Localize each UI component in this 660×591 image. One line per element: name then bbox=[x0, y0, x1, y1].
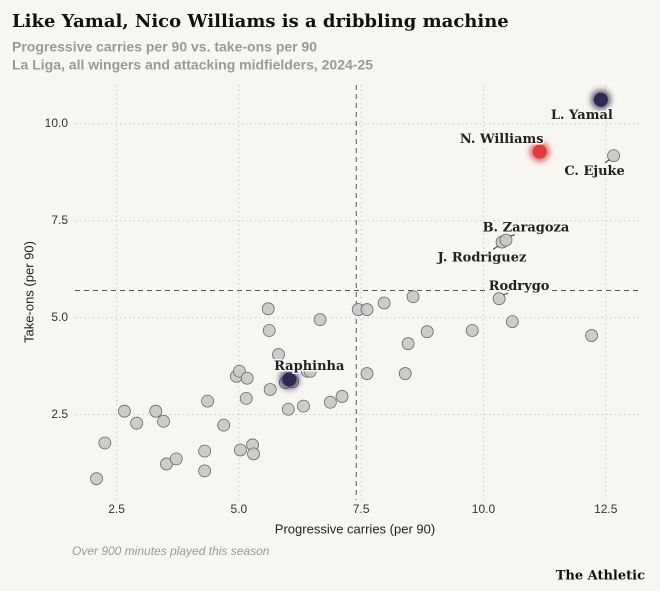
y-tick-label: 7.5 bbox=[51, 213, 68, 227]
subtitle: La Liga, all wingers and attacking midfi… bbox=[12, 57, 373, 73]
y-tick-label: 10.0 bbox=[45, 116, 69, 130]
point-label: C. Ejuke bbox=[564, 164, 625, 179]
point bbox=[281, 402, 295, 416]
leader-line bbox=[604, 159, 610, 164]
point bbox=[303, 364, 317, 378]
point bbox=[130, 416, 144, 430]
point bbox=[98, 436, 112, 450]
point bbox=[240, 371, 254, 385]
highlight-point bbox=[532, 144, 547, 159]
point-label: Raphinha bbox=[274, 359, 345, 374]
point bbox=[335, 390, 349, 403]
x-axis-title: Progressive carries (per 90) bbox=[275, 521, 435, 536]
subtitle: Progressive carries per 90 vs. take-ons … bbox=[12, 39, 317, 55]
point bbox=[118, 404, 131, 418]
point bbox=[198, 444, 212, 458]
point-label: L. Yamal bbox=[551, 108, 613, 123]
point bbox=[149, 404, 163, 418]
point bbox=[398, 367, 412, 380]
y-axis-title: Take-ons (per 90) bbox=[21, 241, 36, 343]
point bbox=[360, 367, 374, 380]
point bbox=[607, 149, 620, 162]
leader-line bbox=[492, 245, 499, 250]
point bbox=[272, 348, 285, 361]
point bbox=[585, 329, 598, 342]
point bbox=[297, 399, 310, 413]
chart-title: Like Yamal, Nico Williams is a dribbling… bbox=[12, 11, 509, 32]
point bbox=[157, 414, 170, 428]
footnote: Over 900 minutes played this season bbox=[72, 544, 270, 558]
x-tick-label: 7.5 bbox=[353, 502, 370, 516]
point bbox=[465, 324, 479, 337]
y-tick-label: 5.0 bbox=[51, 310, 68, 324]
source: The Athletic bbox=[556, 569, 645, 584]
point bbox=[377, 296, 391, 310]
point bbox=[90, 472, 103, 486]
highlight-point bbox=[282, 372, 297, 387]
leader-line bbox=[502, 292, 509, 296]
point bbox=[401, 337, 415, 351]
highlight-point bbox=[593, 92, 608, 107]
point bbox=[499, 233, 513, 247]
leader-line bbox=[509, 234, 516, 237]
point bbox=[420, 325, 434, 339]
point bbox=[217, 418, 231, 432]
point bbox=[406, 290, 420, 304]
point bbox=[261, 302, 275, 316]
x-tick-label: 5.0 bbox=[231, 502, 248, 516]
point bbox=[323, 395, 337, 409]
point bbox=[169, 452, 183, 466]
point-label: N. Williams bbox=[460, 132, 544, 147]
point bbox=[247, 447, 260, 461]
point-label: B. Zaragoza bbox=[483, 221, 570, 236]
x-tick-label: 2.5 bbox=[108, 502, 125, 516]
point bbox=[239, 391, 253, 405]
point bbox=[201, 394, 214, 408]
y-tick-label: 2.5 bbox=[51, 407, 68, 421]
point bbox=[262, 324, 276, 337]
point bbox=[233, 443, 247, 457]
x-tick-label: 10.0 bbox=[472, 502, 496, 516]
point bbox=[492, 292, 506, 306]
point-label: Rodrygo bbox=[489, 279, 550, 294]
point bbox=[313, 313, 327, 327]
point bbox=[505, 315, 519, 328]
point bbox=[360, 303, 374, 316]
point-label: J. Rodriguez bbox=[437, 251, 527, 266]
point bbox=[198, 464, 212, 478]
point bbox=[263, 383, 277, 396]
x-tick-label: 12.5 bbox=[594, 502, 618, 516]
